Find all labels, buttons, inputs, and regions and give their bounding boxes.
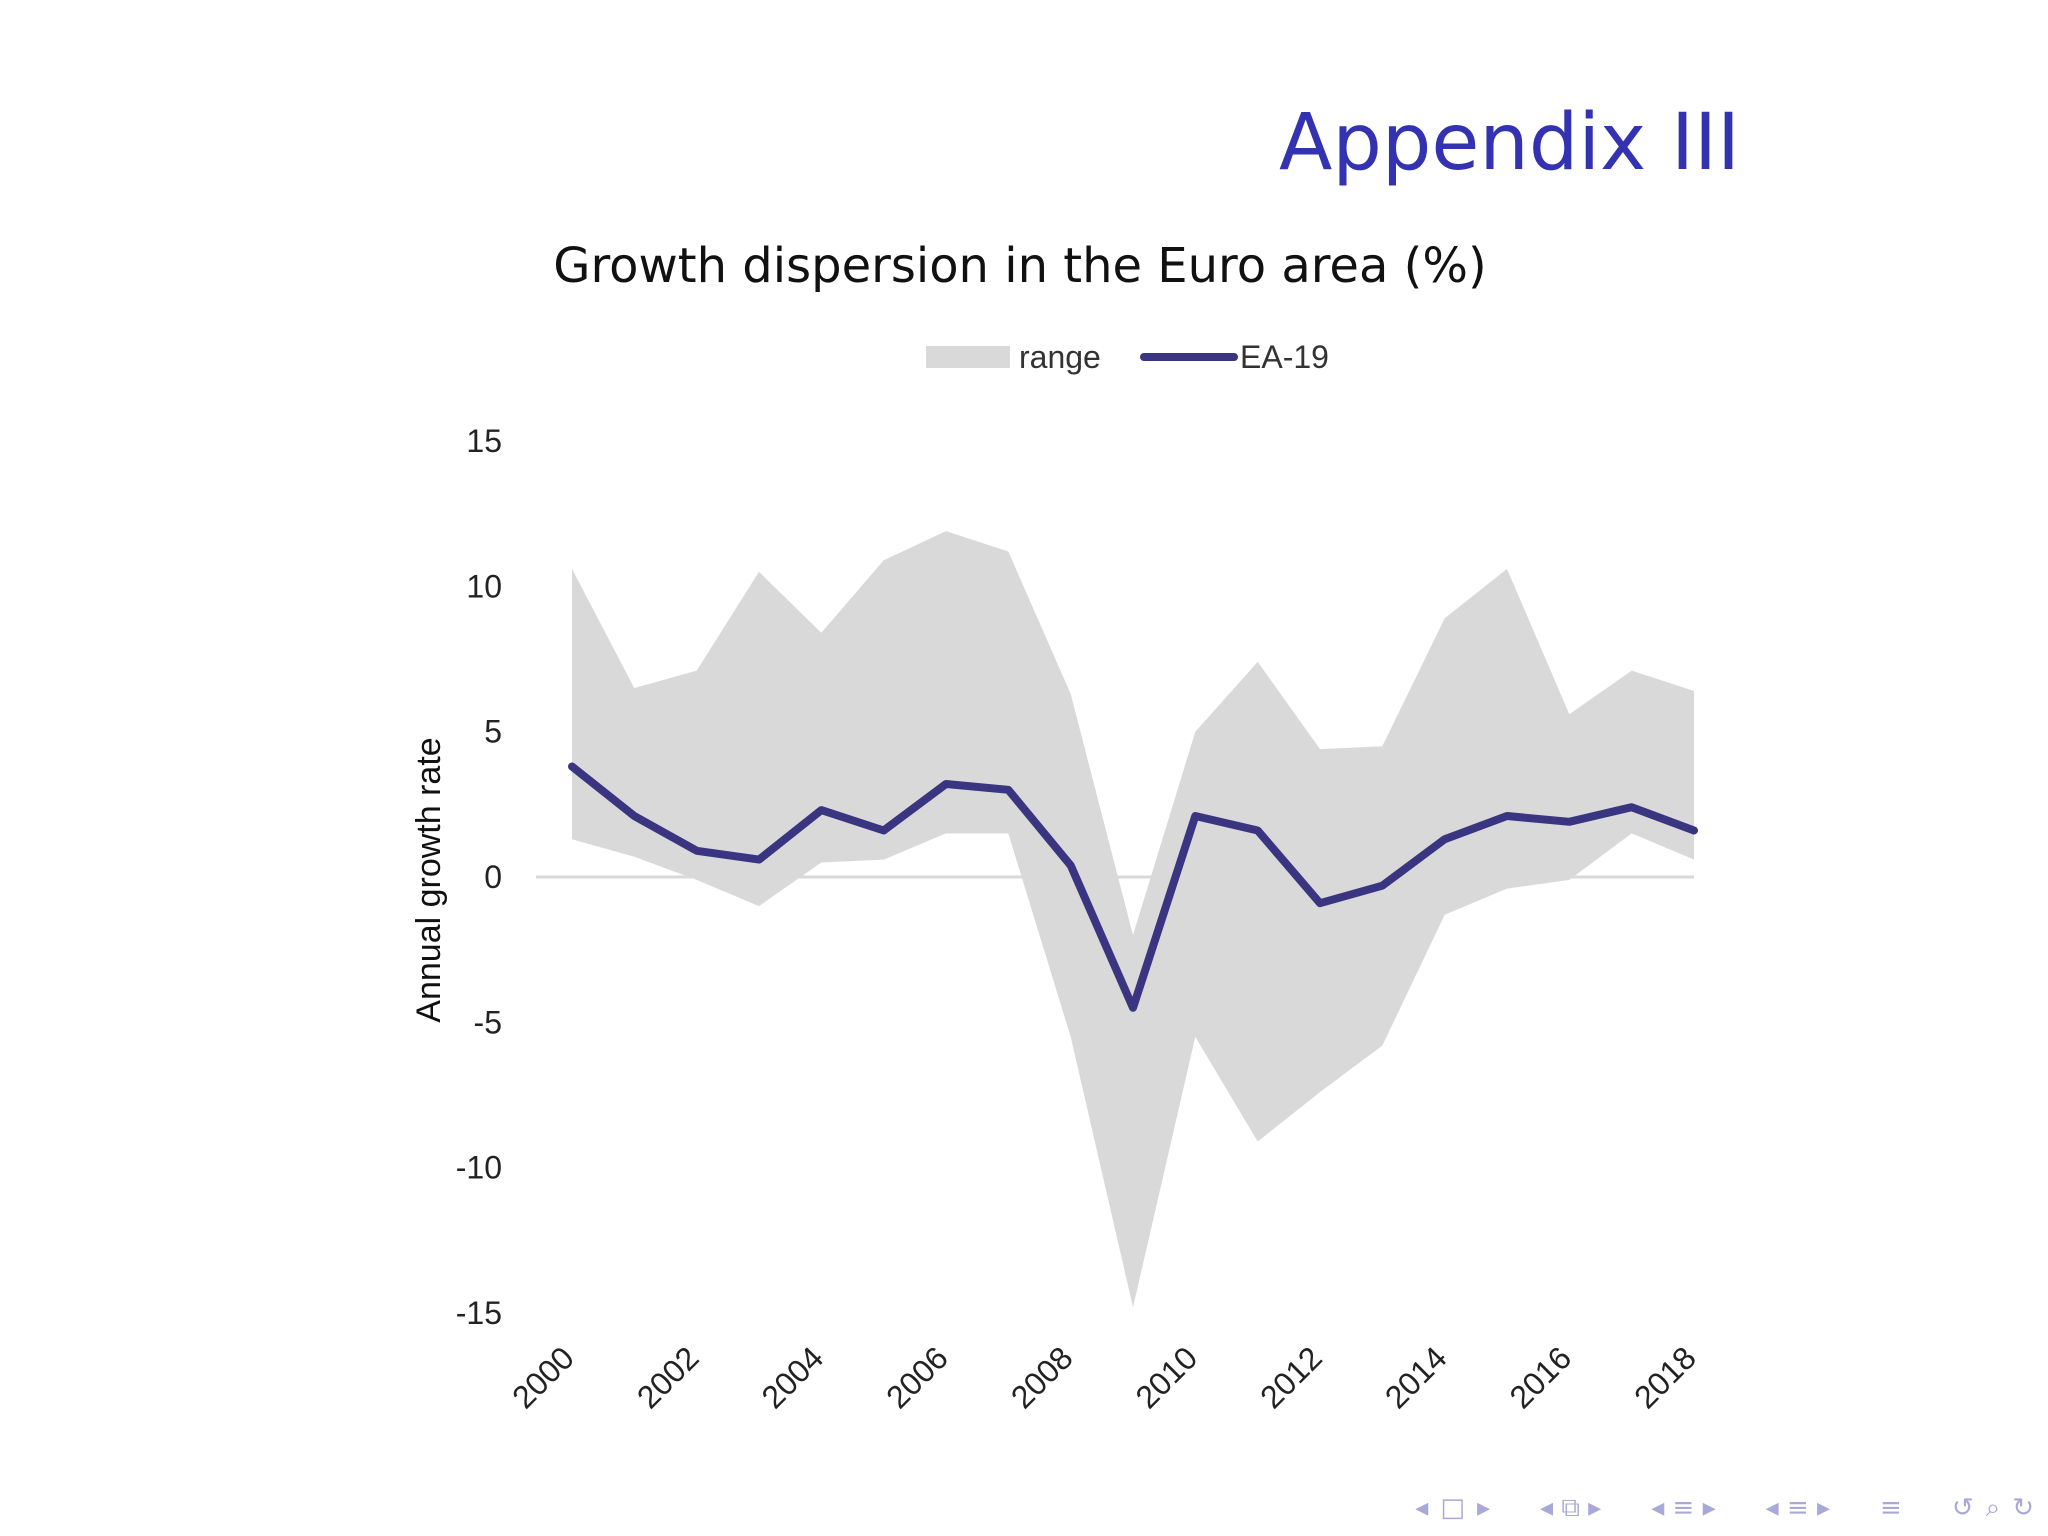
y-tick-label: 0 <box>484 859 502 895</box>
zoom-icon[interactable]: ↻ <box>2012 1493 2034 1523</box>
x-tick-label: 2018 <box>1627 1339 1703 1415</box>
frame-icon[interactable]: □ <box>1440 1493 1465 1523</box>
chart-title-text: Growth dispersion in the Euro area (%) <box>553 238 1487 294</box>
menu-icon[interactable]: ≡ <box>1880 1493 1902 1523</box>
x-tick-label: 2006 <box>879 1339 955 1415</box>
y-tick-label: 15 <box>466 423 502 459</box>
refresh-icon[interactable]: ↺ <box>1951 1493 1974 1523</box>
slide-title: Appendix III <box>1279 98 1740 188</box>
x-tick-label: 2012 <box>1253 1339 1329 1415</box>
y-tick-label: -5 <box>474 1004 502 1040</box>
navigation-bar: ◂ □ ▸ ◂ ⧉ ▸ ◂ ≡ ▸ ◂ ≡ ▸ ≡ ↺ ⌕ ↻ <box>1415 1488 2034 1528</box>
x-tick-label: 2010 <box>1128 1339 1204 1415</box>
subsection-icon[interactable]: ◂ ≡ ▸ <box>1651 1493 1716 1523</box>
chart-legend: range EA-19 <box>926 339 1329 375</box>
section-icon[interactable]: ◂ ⧉ ▸ <box>1540 1493 1602 1523</box>
y-tick-label: 10 <box>466 568 502 604</box>
nav-arrow-right-icon[interactable]: ▸ <box>1476 1493 1490 1523</box>
ea19-line <box>568 762 1698 1012</box>
range-band <box>572 531 1694 1308</box>
legend-ea19-label: EA-19 <box>1240 339 1329 375</box>
legend-range-label: range <box>1019 339 1101 375</box>
y-axis-ticks: 15 10 5 0 -5 -10 -15 <box>456 423 502 1331</box>
y-tick-label: -10 <box>456 1150 502 1186</box>
y-tick-label: 5 <box>484 714 502 750</box>
legend-range-swatch <box>926 346 1010 368</box>
x-tick-label: 2014 <box>1378 1339 1454 1415</box>
search-icon[interactable]: ⌕ <box>1985 1493 2001 1523</box>
y-tick-label: -15 <box>456 1295 502 1331</box>
chart-title: Growth dispersion in the Euro area (%) <box>0 238 2048 294</box>
y-axis-label: Annual growth rate <box>410 737 448 1022</box>
x-tick-label: 2002 <box>630 1339 706 1415</box>
x-tick-label: 2004 <box>754 1339 830 1415</box>
x-tick-label: 2000 <box>505 1339 581 1415</box>
x-tick-label: 2008 <box>1004 1339 1080 1415</box>
align-icon[interactable]: ◂ ≡ ▸ <box>1765 1493 1831 1523</box>
x-axis-ticks: 2000 2002 2004 2006 2008 2010 2012 2014 2016 2018 <box>505 1339 1703 1415</box>
plot-area <box>536 531 1698 1308</box>
nav-arrow-left-icon[interactable]: ◂ <box>1415 1493 1429 1523</box>
x-tick-label: 2016 <box>1502 1339 1578 1415</box>
